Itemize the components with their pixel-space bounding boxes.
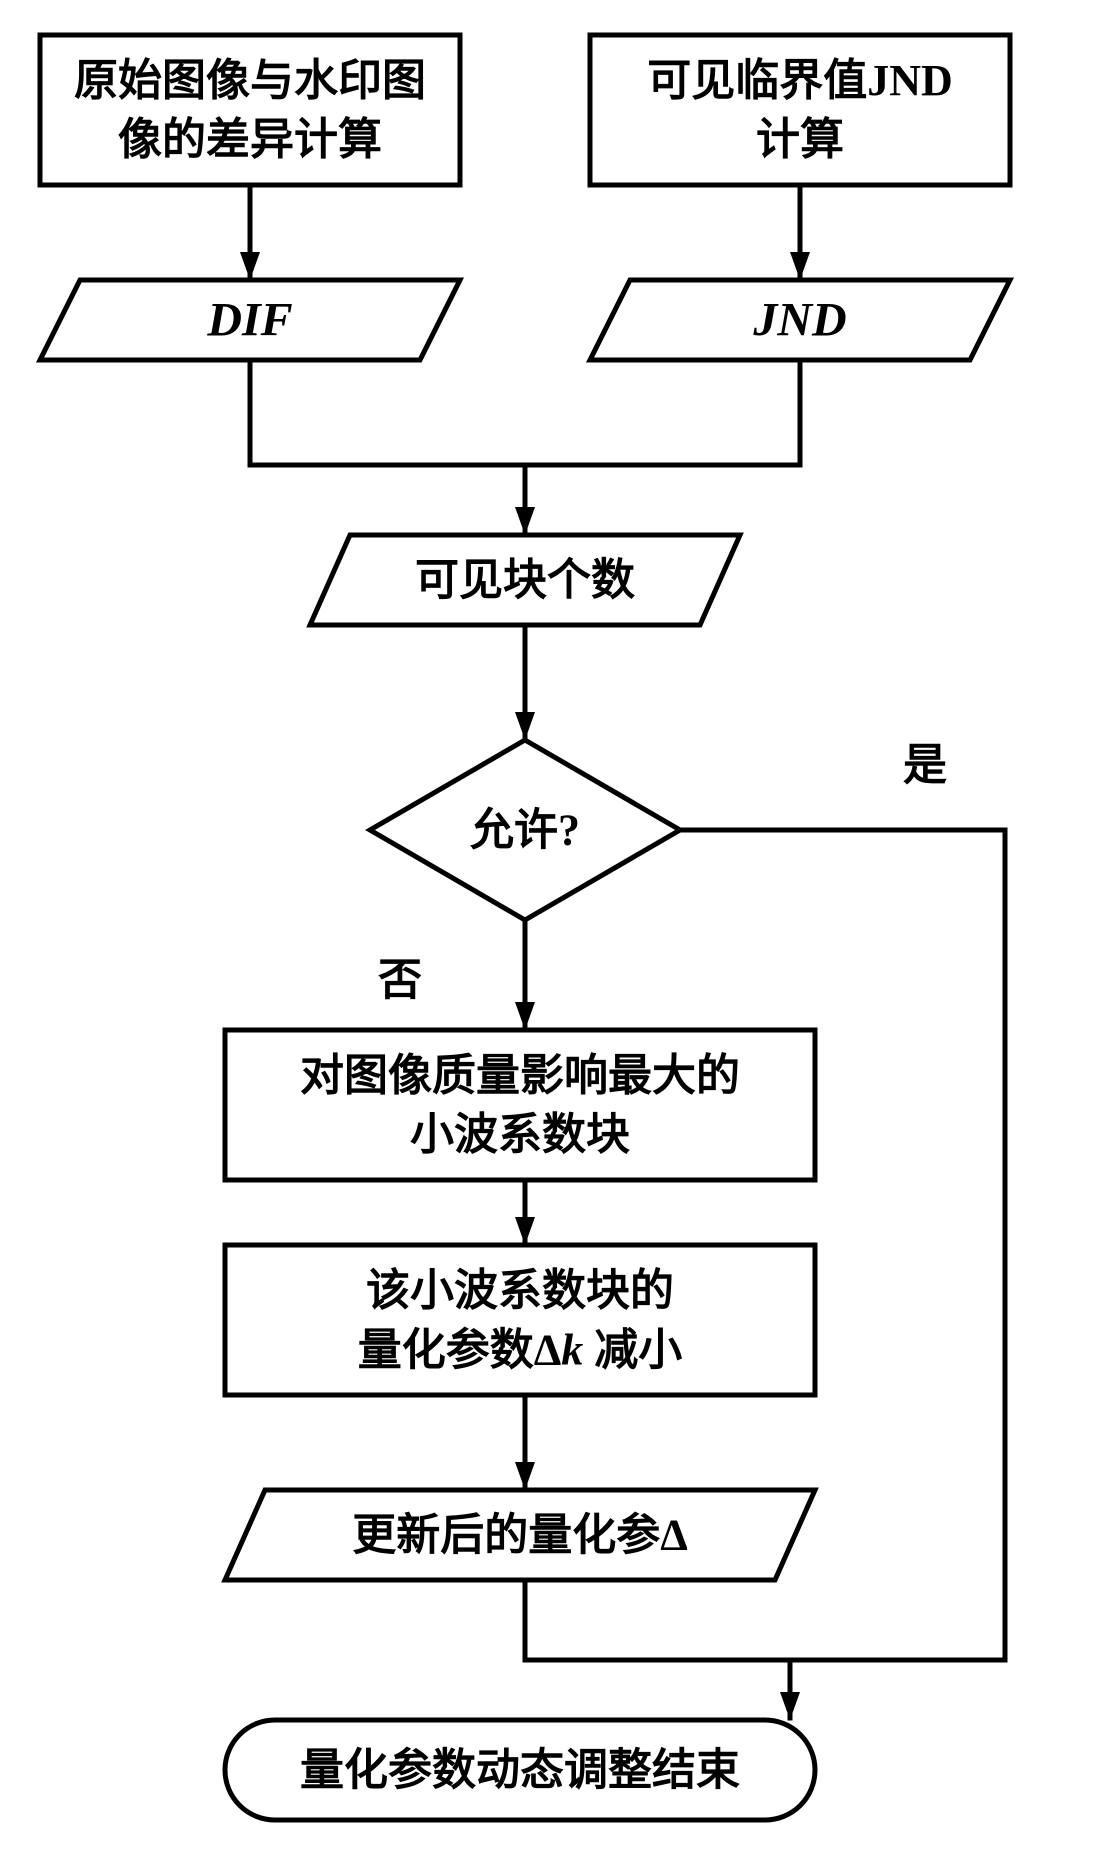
branch-label-yes: 是 <box>903 741 947 790</box>
svg-text:原始图像与水印图: 原始图像与水印图 <box>74 56 426 105</box>
svg-text:小波系数块: 小波系数块 <box>410 1110 630 1159</box>
flowchart-edge-10 <box>525 1580 790 1660</box>
svg-text:量化参数Δk 减小: 量化参数Δk 减小 <box>358 1325 683 1374</box>
svg-text:对图像质量影响最大的: 对图像质量影响最大的 <box>300 1051 740 1100</box>
svg-text:更新后的量化参Δ: 更新后的量化参Δ <box>352 1511 688 1560</box>
svg-text:该小波系数块的: 该小波系数块的 <box>366 1266 674 1315</box>
svg-text:可见临界值JND: 可见临界值JND <box>647 56 953 105</box>
svg-text:像的差异计算: 像的差异计算 <box>118 115 382 164</box>
branch-label-no: 否 <box>378 956 422 1005</box>
svg-text:量化参数动态调整结束: 量化参数动态调整结束 <box>300 1746 740 1795</box>
svg-text:允许?: 允许? <box>470 806 580 855</box>
svg-text:DIF: DIF <box>206 294 292 347</box>
svg-text:计算: 计算 <box>756 115 844 164</box>
flowchart-svg: 原始图像与水印图像的差异计算 可见临界值JND 计算 DIF JND 可见块个数允许? 对图… <box>0 0 1118 1875</box>
svg-text:可见块个数: 可见块个数 <box>415 556 635 605</box>
svg-text:JND: JND <box>752 294 846 347</box>
